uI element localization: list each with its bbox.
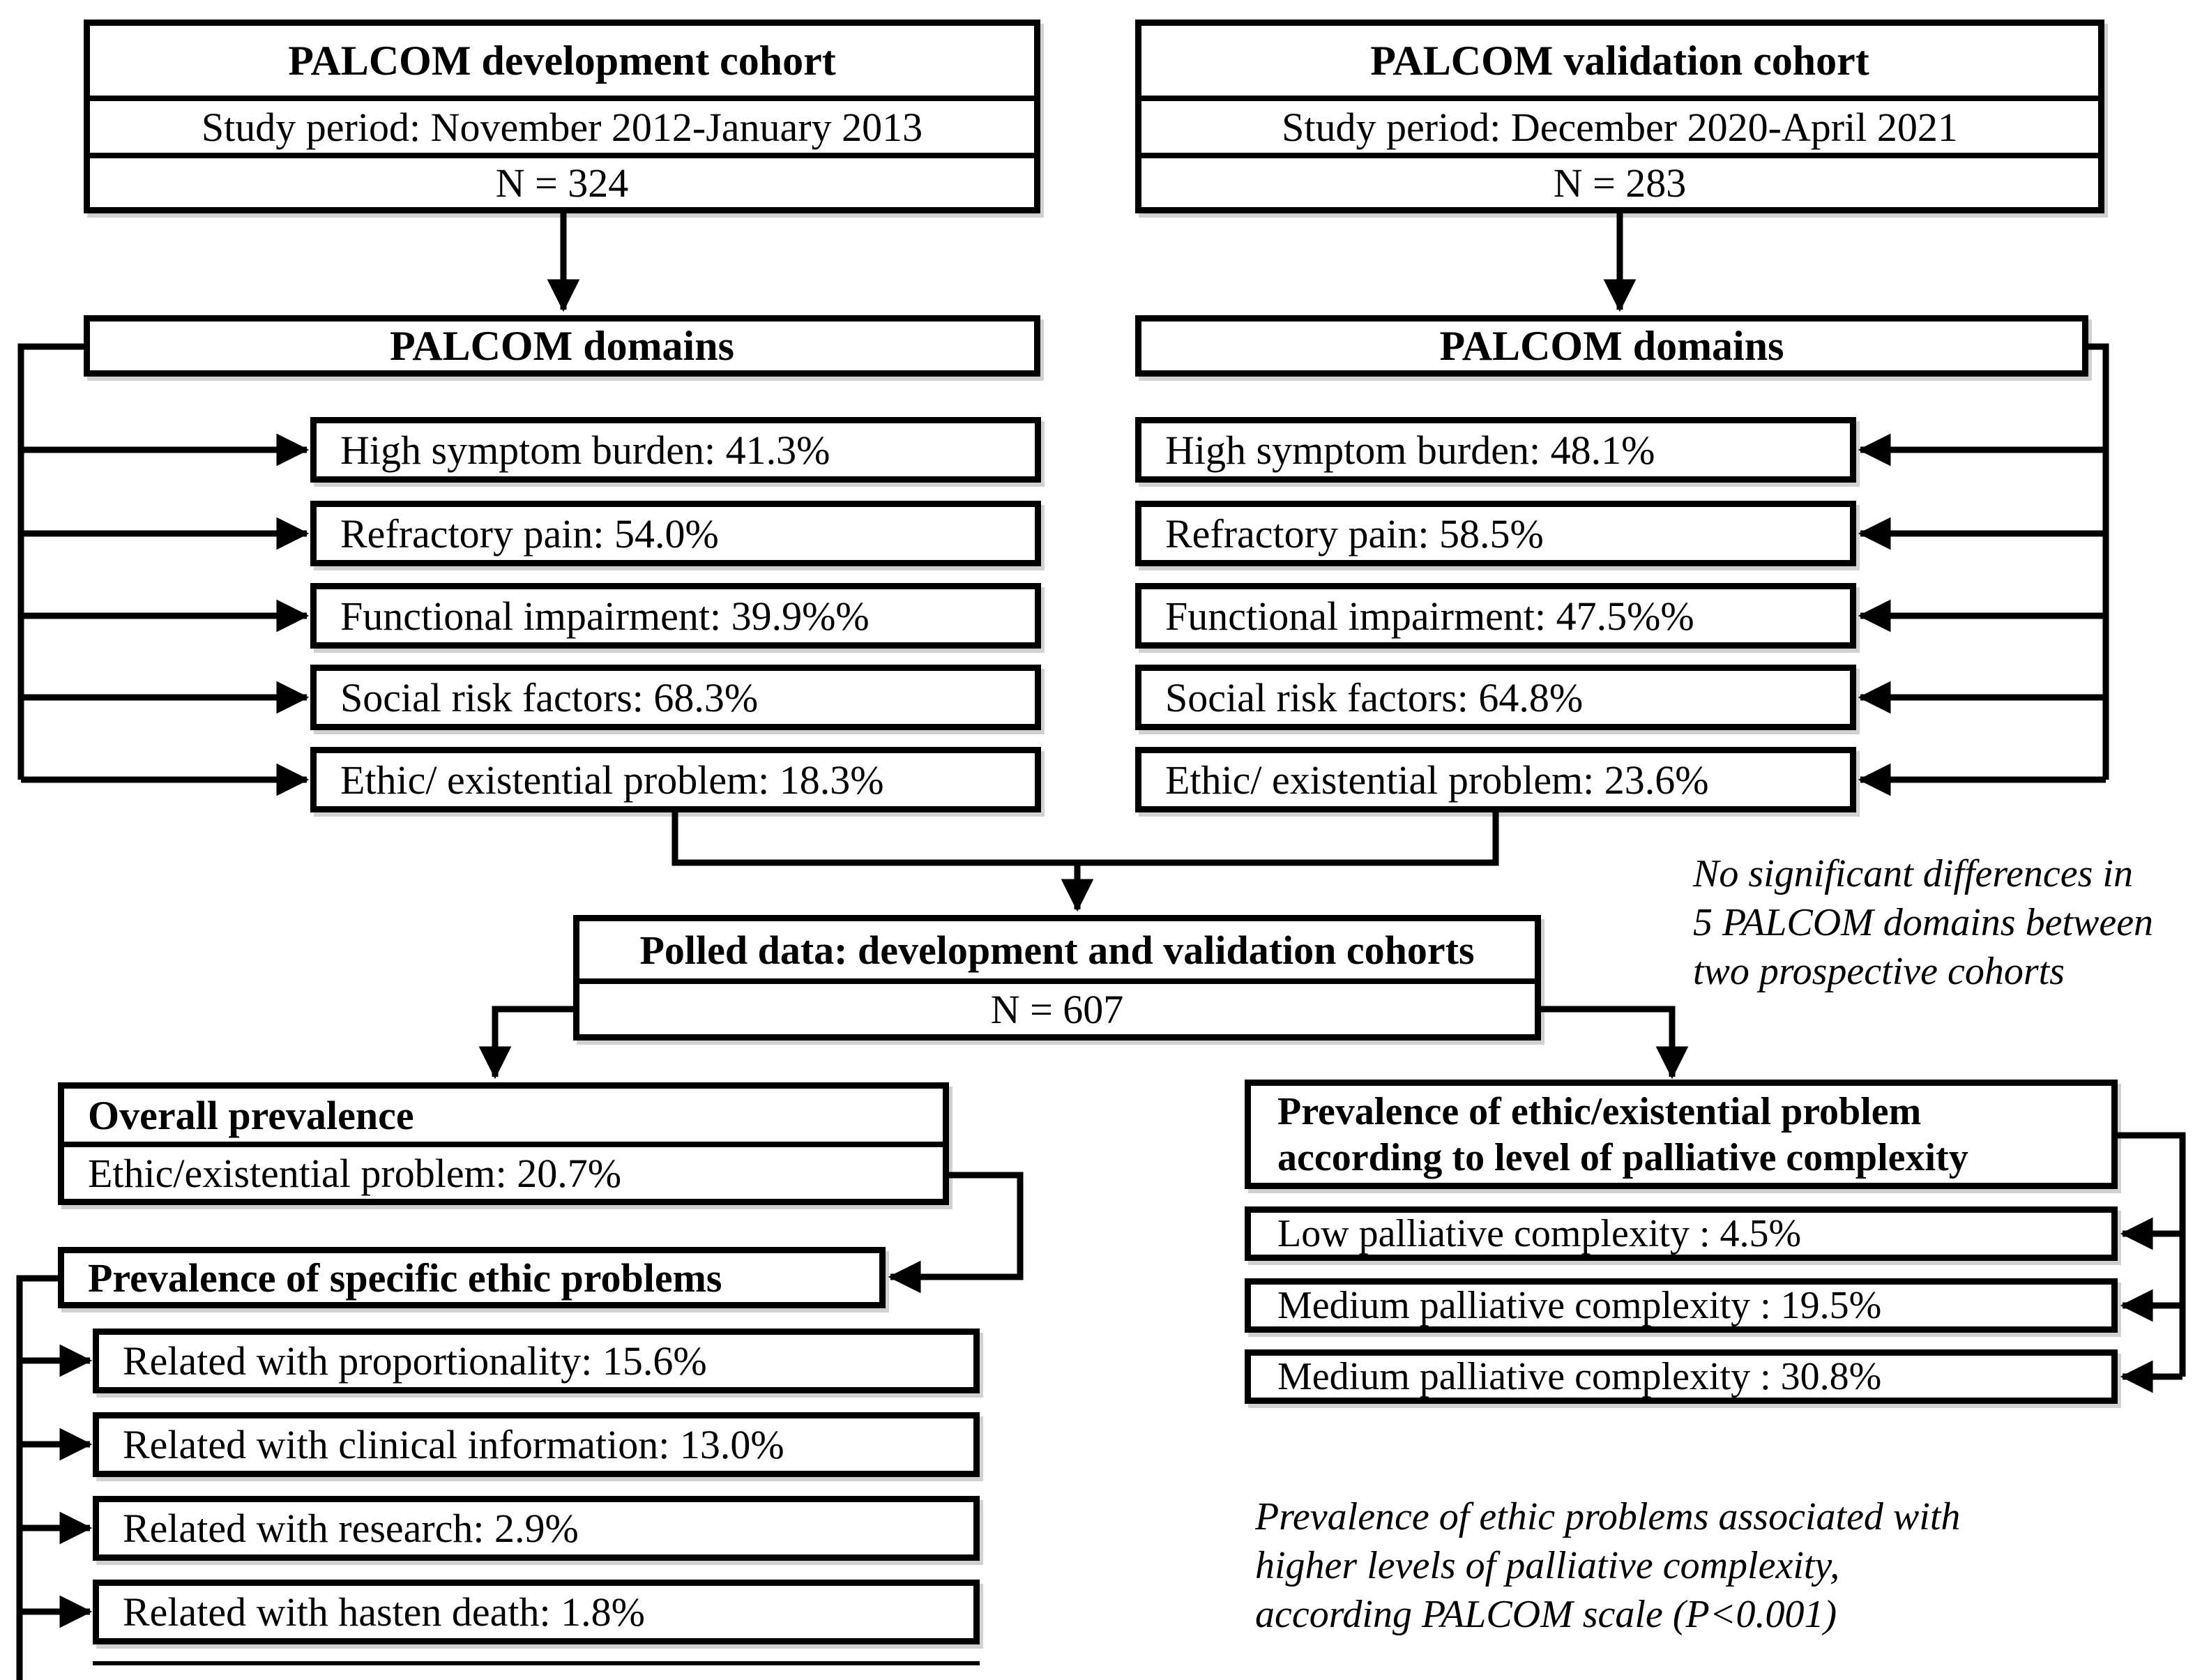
specific-problems-title: Prevalence of specific ethic problems [88,1255,722,1301]
overall-prevalence-value: Ethic/existential problem: 20.7% [64,1142,943,1199]
domain-item-right-0: High symptom burden: 48.1% [1135,417,1856,483]
domain-item-right-3: Social risk factors: 64.8% [1135,665,1856,730]
rail-left [17,343,84,780]
related-item-3: Related with hasten death: 1.8% [93,1580,980,1644]
val-cohort-period: Study period: December 2020-April 2021 [1141,96,2098,153]
palcom-domains-right-box: PALCOM domains [1135,315,2088,377]
dev-cohort-title: PALCOM development cohort [288,37,836,84]
domain-item-right-3-label: Social risk factors: 64.8% [1165,674,1584,720]
val-cohort-box: PALCOM validation cohort Study period: D… [1135,20,2104,213]
polled-data-title: Polled data: development and validation … [639,927,1475,973]
val-cohort-n: N = 283 [1141,153,2098,207]
note-complexity-line-1: higher levels of palliative complexity, [1255,1544,1840,1587]
palcom-domains-right-title: PALCOM domains [1439,322,1784,369]
domain-item-right-2: Functional impairment: 47.5%% [1135,583,1856,649]
note-complexity: Prevalence of ethic problems associated … [1255,1492,2057,1639]
related-item-1: Related with clinical information: 13.0% [93,1412,980,1477]
complexity-item-2-label: Medium palliative complexity : 30.8% [1277,1355,1882,1398]
domain-item-left-4: Ethic/ existential problem: 18.3% [310,747,1041,812]
note-domains-line-0: No significant differences in [1693,852,2133,895]
domain-item-left-3-label: Social risk factors: 68.3% [340,674,759,720]
note-domains: No significant differences in 5 PALCOM d… [1693,849,2209,996]
domain-item-right-2-label: Functional impairment: 47.5%% [1165,593,1694,639]
related-item-3-label: Related with hasten death: 1.8% [123,1589,645,1635]
polled-data-box: Polled data: development and validation … [573,915,1541,1040]
val-cohort-title: PALCOM validation cohort [1370,37,1869,84]
complexity-header-line1: Prevalence of ethic/existential problem [1277,1089,1922,1133]
domain-item-left-2: Functional impairment: 39.9%% [310,583,1041,649]
note-domains-line-2: two prospective cohorts [1693,950,2065,993]
specific-problems-header: Prevalence of specific ethic problems [58,1247,886,1308]
domain-item-right-1-label: Refractory pain: 58.5% [1165,510,1544,557]
complexity-header-line2: according to level of palliative complex… [1277,1135,1968,1179]
rail-bottom-right [2118,1132,2186,1377]
arrow-polled-to-complexity [1541,1006,1689,1080]
related-item-0: Related with proportionality: 15.6% [93,1329,980,1393]
note-complexity-line-2: according PALCOM scale (P<0.001) [1255,1593,1837,1636]
domain-item-left-1-label: Refractory pain: 54.0% [340,510,719,557]
domain-item-left-1: Refractory pain: 54.0% [310,501,1041,566]
domain-item-left-0: High symptom burden: 41.3% [310,417,1041,483]
note-complexity-line-0: Prevalence of ethic problems associated … [1255,1495,1961,1538]
complexity-header: Prevalence of ethic/existential problem … [1245,1080,2118,1189]
related-item-2: Related with research: 2.9% [93,1496,980,1561]
domain-item-left-4-label: Ethic/ existential problem: 18.3% [340,757,884,803]
rail-bottom-left [16,1275,58,1680]
related-item-1-label: Related with clinical information: 13.0% [123,1422,784,1467]
polled-data-n: N = 607 [579,978,1535,1034]
related-item-0-label: Related with proportionality: 15.6% [123,1338,707,1384]
domain-item-left-3: Social risk factors: 68.3% [310,665,1041,730]
domain-item-right-4-label: Ethic/ existential problem: 23.6% [1165,757,1709,803]
domain-item-right-0-label: High symptom burden: 48.1% [1165,427,1655,473]
rail-right [2088,343,2109,780]
domain-item-left-2-label: Functional impairment: 39.9%% [340,593,870,639]
dev-cohort-n: N = 324 [90,153,1034,207]
note-domains-line-1: 5 PALCOM domains between [1693,901,2154,944]
domain-item-right-1: Refractory pain: 58.5% [1135,501,1856,566]
dev-cohort-period: Study period: November 2012-January 2013 [90,96,1034,153]
palcom-domains-left-box: PALCOM domains [84,315,1040,377]
merge-connector [671,812,1499,866]
palcom-domains-left-title: PALCOM domains [390,322,734,369]
overall-prevalence-title: Overall prevalence [88,1092,414,1138]
complexity-item-1-label: Medium palliative complexity : 19.5% [1277,1284,1882,1327]
overall-prevalence-box: Overall prevalence Ethic/existential pro… [58,1082,949,1205]
related-item-2-label: Related with research: 2.9% [123,1506,579,1551]
domain-item-left-0-label: High symptom burden: 41.3% [340,427,830,473]
dev-cohort-box: PALCOM development cohort Study period: … [84,20,1040,213]
domain-item-right-4: Ethic/ existential problem: 23.6% [1135,747,1856,812]
complexity-item-1: Medium palliative complexity : 19.5% [1245,1278,2118,1333]
complexity-item-0: Low palliative complexity : 4.5% [1245,1206,2118,1261]
complexity-item-2: Medium palliative complexity : 30.8% [1245,1349,2118,1404]
arrow-polled-to-overall [478,1006,573,1080]
complexity-item-0-label: Low palliative complexity : 4.5% [1277,1212,1802,1255]
